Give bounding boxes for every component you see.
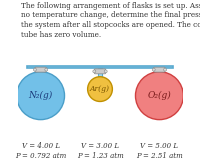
Circle shape: [152, 68, 155, 71]
Text: N₂(g): N₂(g): [28, 91, 53, 100]
Bar: [98, 68, 102, 77]
Text: V = 5.00 L: V = 5.00 L: [140, 142, 178, 150]
Circle shape: [45, 68, 48, 71]
Circle shape: [135, 72, 183, 120]
Text: V = 3.00 L: V = 3.00 L: [81, 142, 119, 150]
Text: O₂(g): O₂(g): [148, 91, 171, 100]
Text: V = 4.00 L: V = 4.00 L: [22, 142, 60, 150]
Circle shape: [164, 68, 167, 71]
Circle shape: [33, 68, 36, 71]
Circle shape: [88, 77, 112, 101]
Circle shape: [17, 72, 65, 120]
FancyBboxPatch shape: [154, 67, 165, 72]
FancyBboxPatch shape: [94, 69, 106, 74]
Bar: [39, 68, 42, 72]
Text: The following arrangement of flasks is set up. Assuming
no temperature change, d: The following arrangement of flasks is s…: [21, 2, 200, 39]
Bar: [158, 68, 161, 72]
Text: Ar(g): Ar(g): [90, 85, 110, 93]
Text: P = 0.792 atm: P = 0.792 atm: [15, 152, 66, 160]
FancyBboxPatch shape: [35, 67, 46, 72]
Bar: [27, 66, 173, 68]
Circle shape: [104, 70, 107, 73]
Text: P = 2.51 atm: P = 2.51 atm: [136, 152, 183, 160]
Text: P = 1.23 atm: P = 1.23 atm: [77, 152, 123, 160]
Circle shape: [93, 70, 96, 73]
